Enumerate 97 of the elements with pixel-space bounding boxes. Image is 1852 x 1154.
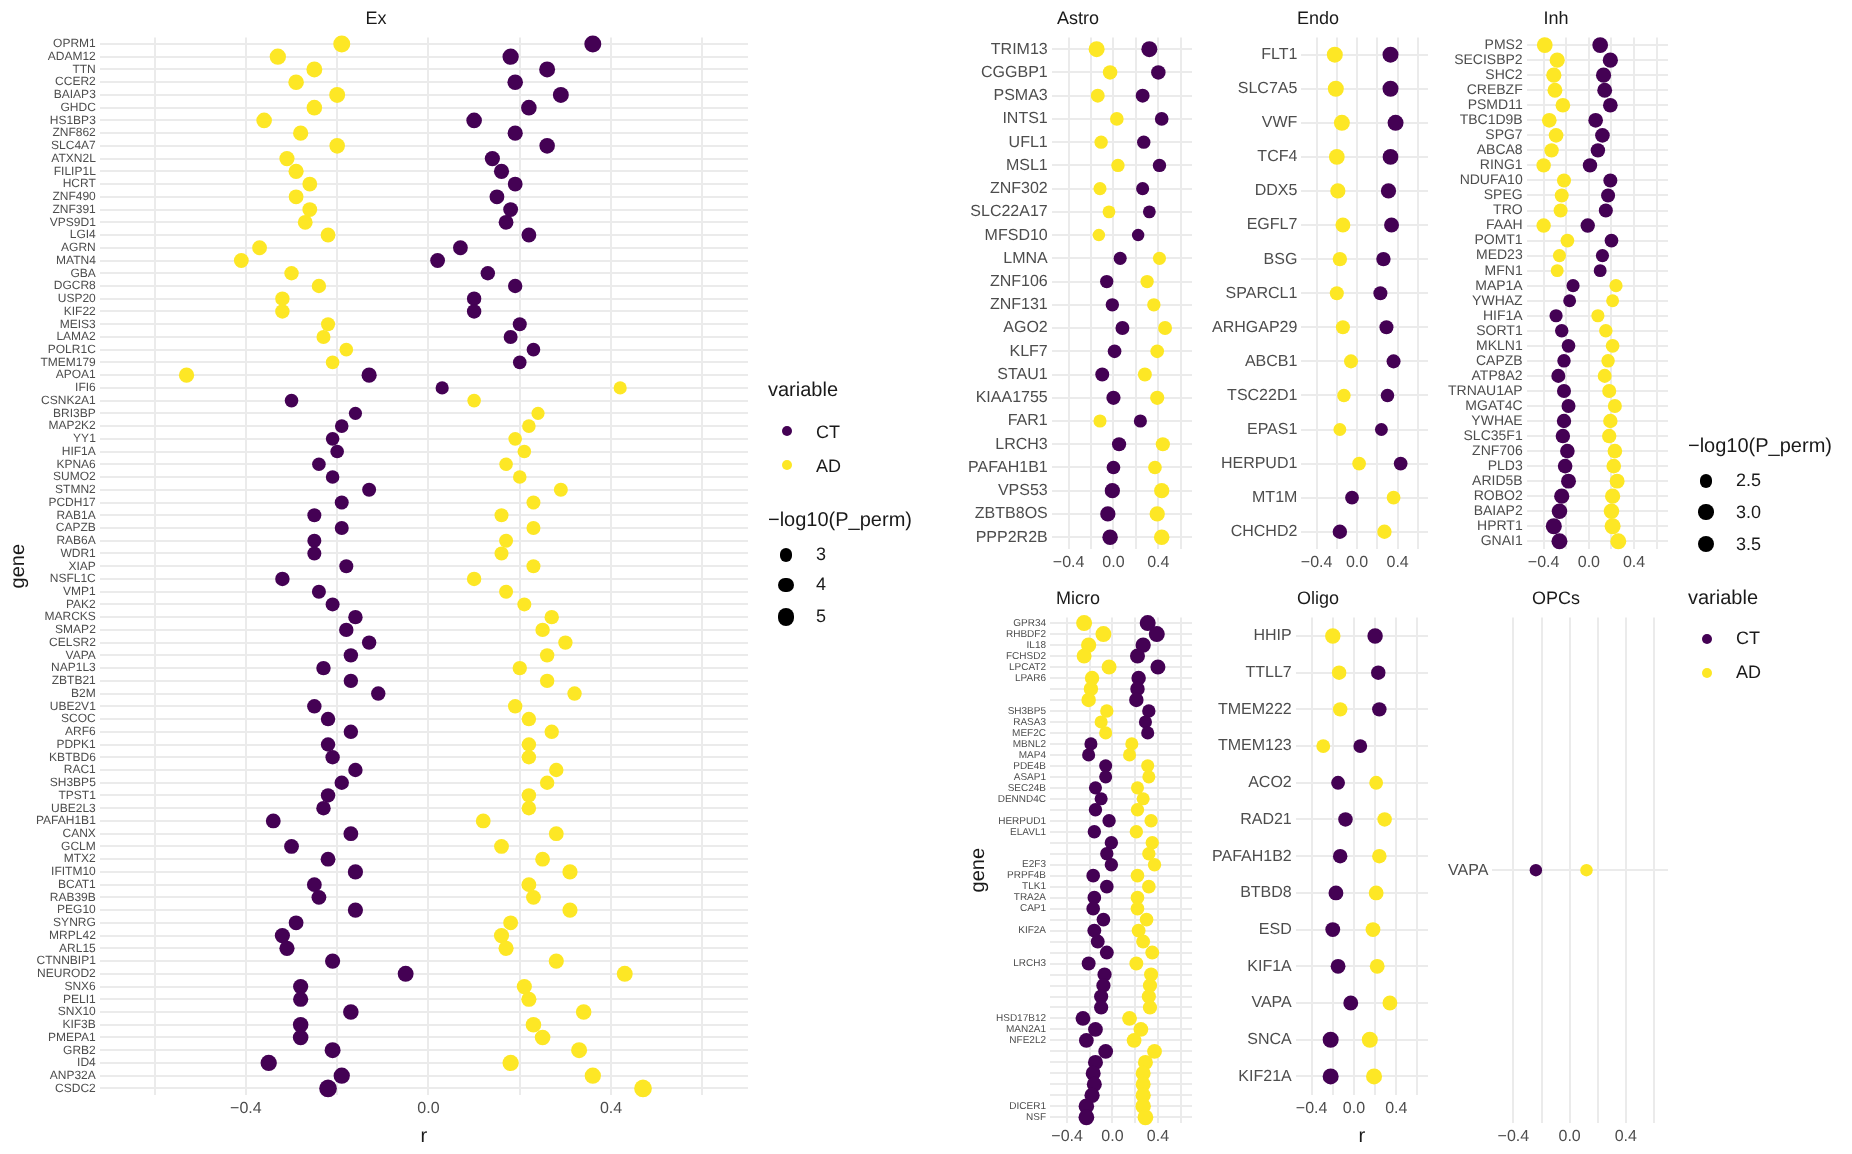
chart-title: Astro: [1056, 7, 1100, 28]
y-tick-label: UFL1: [1008, 132, 1049, 151]
legend-label: AD: [816, 455, 842, 475]
legend-label: 3: [816, 544, 827, 565]
legend-title: variable: [768, 380, 841, 402]
y-axis-title: gene: [7, 543, 30, 589]
y-tick-label: PSMA3: [993, 86, 1049, 105]
y-tick-label: ZNF131: [989, 295, 1049, 314]
y-tick-label: VAPA: [1448, 860, 1490, 879]
x-tick-label: −0.4: [1300, 552, 1334, 571]
y-tick-label: SLC22A17: [970, 202, 1049, 221]
x-tick-label: 0.4: [1147, 552, 1171, 571]
x-tick-label: −0.4: [1295, 1098, 1329, 1117]
text: −log10(P_perm): [1688, 436, 1834, 458]
x-tick-label: −0.4: [1052, 552, 1086, 571]
x-tick-label: 0.4: [1614, 1126, 1639, 1145]
x-tick-label: −0.4: [230, 1098, 263, 1117]
y-tick-label: CGGBP1: [981, 62, 1049, 81]
x-tick-label: 0.0: [1558, 1126, 1582, 1145]
legend-label: 5: [816, 606, 827, 627]
x-axis-title: r: [420, 1125, 429, 1148]
legend-title: variable: [1688, 587, 1761, 610]
chart-title: Inh: [1543, 7, 1569, 28]
y-tick-label: LRCH3: [995, 434, 1049, 453]
y-tick-label: TCF4: [1257, 147, 1299, 166]
y-tick-label: FAR1: [1007, 411, 1049, 430]
chart-title: Oligo: [1296, 587, 1340, 608]
legend-label: 4: [816, 574, 827, 595]
chart-title: Micro: [1056, 587, 1100, 608]
legend-label: 2.5: [1736, 470, 1762, 491]
y-tick-label: MT1M: [1252, 488, 1299, 507]
y-tick-label: SPARCL1: [1225, 283, 1299, 302]
y-tick-label: MFSD10: [984, 225, 1049, 244]
y-tick-label: TRIM13: [990, 39, 1049, 58]
y-tick-label: KIAA1755: [975, 388, 1049, 407]
y-tick-label: VAPA: [1251, 993, 1294, 1012]
y-axis-title: gene: [967, 847, 990, 893]
y-tick-label: VPS53: [997, 481, 1049, 500]
legend-label: CT: [816, 421, 840, 441]
y-tick-label: PPP2R2B: [975, 527, 1048, 546]
y-tick-label: LMNA: [1003, 248, 1050, 267]
y-tick-label: INTS1: [1002, 109, 1049, 128]
y-tick-label: ZNF106: [989, 271, 1049, 290]
x-tick-label: 0.4: [1386, 552, 1410, 571]
y-tick-label: ZBTB8OS: [974, 504, 1048, 523]
y-tick-label: FLT1: [1261, 45, 1299, 64]
y-tick-label: TTLL7: [1245, 663, 1293, 682]
legend-label: AD: [1736, 662, 1762, 683]
y-tick-label: ACO2: [1248, 773, 1293, 792]
x-tick-label: 0.4: [1146, 1126, 1171, 1145]
x-tick-label: 0.4: [1385, 1098, 1409, 1117]
x-tick-label: 0.0: [1577, 552, 1602, 571]
y-tick-label: RAD21: [1240, 809, 1293, 828]
y-tick-label: KLF7: [1009, 341, 1049, 360]
y-tick-label: STAU1: [997, 364, 1049, 383]
x-axis-title: r: [1358, 1125, 1367, 1148]
y-tick-label: CHCHD2: [1230, 522, 1299, 541]
y-tick-label: EGFL7: [1246, 215, 1299, 234]
y-tick-label: TMEM222: [1217, 699, 1293, 718]
legend-label: 3.5: [1736, 533, 1762, 554]
y-tick-label: BTBD8: [1240, 883, 1293, 902]
y-tick-label: ABCB1: [1244, 351, 1299, 370]
x-tick-label: 0.0: [417, 1098, 441, 1117]
y-tick-label: PAFAH1B1: [967, 457, 1049, 476]
x-tick-label: 0.4: [1622, 552, 1647, 571]
text: −log10(P_perm): [768, 510, 914, 532]
x-tick-label: 0.0: [1345, 552, 1370, 571]
x-tick-label: −0.4: [1527, 552, 1561, 571]
x-tick-label: 0.4: [599, 1098, 624, 1117]
y-tick-label: EPAS1: [1246, 419, 1299, 438]
x-tick-label: 0.0: [1101, 1126, 1125, 1145]
chart-title: OPCs: [1531, 587, 1581, 608]
legend-label: 3.0: [1736, 501, 1762, 522]
legend-label: CT: [1736, 628, 1760, 649]
y-tick-label: MSL1: [1005, 155, 1049, 174]
chart-title: Endo: [1296, 7, 1340, 28]
x-tick-label: −0.4: [1497, 1126, 1531, 1145]
y-tick-label: PAFAH1B2: [1211, 846, 1293, 865]
chart-title: Ex: [365, 7, 388, 28]
x-tick-label: 0.0: [1342, 1098, 1367, 1117]
y-tick-label: AGO2: [1003, 318, 1049, 337]
y-tick-label: SNCA: [1247, 1030, 1294, 1049]
y-tick-label: DDX5: [1254, 181, 1299, 200]
y-tick-label: VWF: [1261, 113, 1298, 132]
y-tick-label: SLC7A5: [1237, 79, 1299, 98]
y-tick-label: ARHGAP29: [1211, 317, 1299, 336]
y-tick-label: KIF21A: [1238, 1066, 1294, 1085]
y-tick-label: TMEM123: [1217, 736, 1293, 755]
y-tick-label: KIF1A: [1247, 956, 1294, 975]
y-tick-label: TSC22D1: [1227, 385, 1299, 404]
x-tick-label: 0.0: [1102, 552, 1126, 571]
y-tick-label: HERPUD1: [1220, 454, 1299, 473]
y-tick-label: HHIP: [1253, 626, 1292, 645]
y-tick-label: ESD: [1258, 920, 1293, 939]
x-tick-label: −0.4: [1051, 1126, 1084, 1145]
y-tick-label: ZNF302: [989, 179, 1049, 198]
y-tick-label: BSG: [1263, 249, 1298, 268]
